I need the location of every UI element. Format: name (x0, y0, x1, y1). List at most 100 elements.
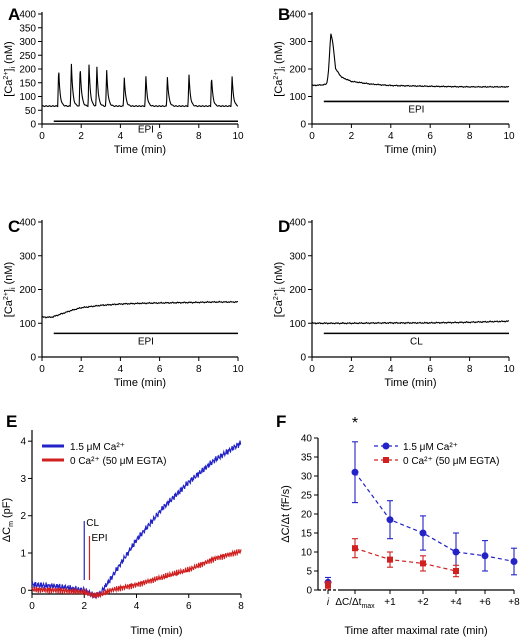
data-point (452, 548, 460, 556)
x-tick-label: 2 (78, 131, 84, 142)
panel-letter: D (278, 217, 290, 236)
x-tick-label: 6 (157, 364, 163, 375)
application-bar-label: CL (410, 336, 423, 347)
y-tick-label: 0 (306, 586, 312, 597)
x-tick-label: 8 (467, 131, 473, 142)
x-tick-label: 4 (388, 131, 394, 142)
x-tick-label: 0 (309, 131, 315, 142)
data-point (352, 545, 358, 552)
x-tick-label: +1 (384, 597, 396, 608)
y-tick-label: 0 (20, 586, 26, 597)
application-bar-label: EPI (138, 336, 154, 347)
x-axis-label: Time (min) (114, 144, 166, 156)
y-tick-label: 35 (301, 453, 313, 464)
series-calcium-line (31, 440, 242, 599)
y-axis-label: ΔC/Δt (fF/s) (280, 485, 292, 542)
x-tick-label: 4 (118, 364, 124, 375)
x-tick-label: 0 (29, 601, 35, 612)
data-point (481, 552, 489, 560)
panel-a: A 0 50 100 150 200 250 300 350 400 0 2 4 6 8 10 Time (mi… (3, 5, 244, 156)
y-tick-label: 400 (289, 10, 306, 21)
y-tick-label: 400 (289, 218, 306, 229)
y-tick-label: 0 (30, 353, 36, 364)
y-tick-label: 3 (20, 474, 26, 485)
y-tick-label: 5 (306, 567, 312, 578)
x-tick-label: 8 (238, 601, 244, 612)
legend-entry: 0 Ca²⁺ (50 μM EGTA) (70, 456, 166, 467)
x-axis-label: Time (min) (384, 144, 436, 156)
x-tick-label: 2 (349, 364, 355, 375)
y-tick-label: 250 (19, 51, 36, 62)
panel-b: B 0 100 200 300 400 0 2 4 6 8 10 Time (min) [Ca2+]i (… (273, 5, 515, 156)
panel-letter: E (6, 412, 17, 431)
y-tick-label: 300 (19, 37, 36, 48)
series-calcium-line (354, 471, 515, 563)
y-tick-label: 400 (19, 10, 36, 21)
y-tick-label: 100 (19, 92, 36, 103)
y-tick-label: 200 (289, 65, 306, 76)
data-point (420, 560, 426, 567)
y-tick-label: 300 (289, 251, 306, 262)
data-point (453, 568, 459, 574)
x-tick-label: 8 (196, 131, 202, 142)
x-axis-label: Time (min) (130, 625, 182, 637)
calcium-trace (41, 300, 239, 319)
annotation-label: EPI (91, 533, 107, 544)
y-tick-label: 100 (289, 319, 306, 330)
x-tick-label: 6 (186, 601, 192, 612)
y-tick-label: 300 (289, 37, 306, 48)
calcium-trace (311, 33, 510, 89)
y-tick-label: 40 (301, 434, 313, 445)
y-axis-label: [Ca2+]i (nM) (3, 262, 17, 317)
panel-c: C 0 100 200 300 400 0 2 4 6 8 10 Time (min) [Ca2+]i (… (3, 217, 244, 389)
y-tick-label: 10 (301, 548, 313, 559)
y-tick-label: 50 (25, 106, 37, 117)
legend-marker (383, 457, 389, 463)
x-tick-label: 8 (196, 364, 202, 375)
panel-letter: B (278, 5, 290, 24)
y-tick-label: 2 (20, 511, 26, 522)
x-tick-label: 0 (309, 364, 315, 375)
x-tick-label: 0 (39, 364, 45, 375)
x-tick-label: ΔC/Δtmax (335, 597, 375, 610)
y-tick-label: 200 (19, 65, 36, 76)
y-tick-label: 25 (301, 491, 313, 502)
y-tick-label: 150 (19, 78, 36, 89)
x-tick-label: 6 (157, 131, 163, 142)
x-tick-label: 10 (232, 364, 244, 375)
x-tick-label: 4 (118, 131, 124, 142)
panel-f: F 0 5 10 15 20 25 30 35 40 i ΔC/Δtmax +1 +2 +4 +6 +8 Time… (276, 412, 520, 637)
x-tick-label: 2 (78, 364, 84, 375)
application-bar-label: EPI (408, 104, 424, 115)
panel-letter: C (8, 217, 20, 236)
y-axis-label: [Ca2+]i (nM) (273, 41, 287, 96)
y-tick-label: 200 (19, 285, 36, 296)
legend-entry: 0 Ca²⁺ (50 μM EGTA) (403, 456, 499, 467)
y-tick-label: 15 (301, 529, 313, 540)
x-tick-label: 10 (232, 131, 244, 142)
annotation-label: CL (86, 518, 99, 529)
x-tick-label: 10 (503, 364, 515, 375)
y-axis-label: [Ca2+]i (nM) (273, 262, 287, 317)
significance-marker: * (352, 415, 358, 432)
x-axis-label: Time after maximal rate (min) (344, 625, 487, 637)
y-tick-label: 300 (19, 251, 36, 262)
x-tick-label: +6 (479, 597, 491, 608)
legend-marker (382, 442, 390, 450)
y-tick-label: 0 (300, 120, 306, 131)
series-egta-line (354, 547, 457, 572)
x-tick-label: i (327, 597, 330, 608)
y-tick-label: 20 (301, 510, 313, 521)
x-tick-label: 0 (39, 131, 45, 142)
panel-d: D 0 100 200 300 400 0 2 4 6 8 10 Time (min) [Ca2+]i (… (273, 217, 515, 389)
y-tick-label: 0 (30, 120, 36, 131)
panel-e: E 0 1 2 3 4 0 2 4 6 8 Time (min) ΔCm (pF) 1.5 μM Ca²⁺… (1, 412, 244, 637)
x-axis-label: Time (min) (384, 377, 436, 389)
x-axis-label: Time (min) (114, 377, 166, 389)
y-tick-label: 30 (301, 472, 313, 483)
calcium-trace (41, 63, 238, 108)
data-point (510, 558, 518, 565)
y-tick-label: 0 (300, 353, 306, 364)
panel-letter: A (8, 5, 20, 24)
